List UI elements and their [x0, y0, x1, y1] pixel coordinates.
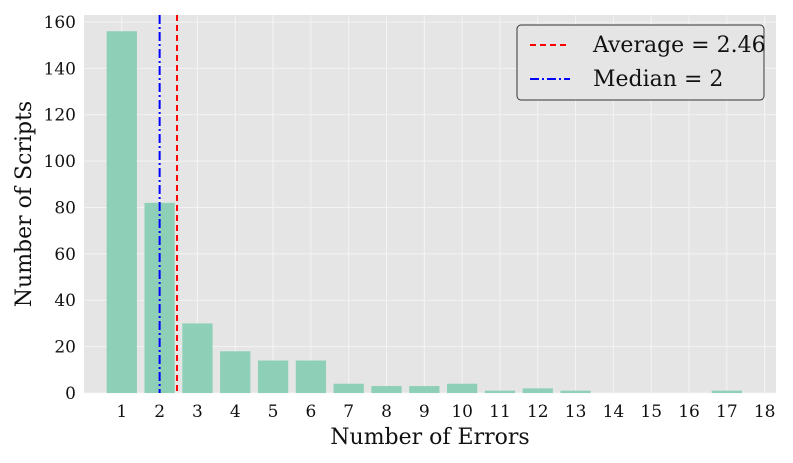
bar: [295, 360, 327, 393]
bar: [182, 323, 213, 393]
x-tick-label: 17: [716, 402, 738, 422]
x-tick-label: 6: [305, 402, 316, 422]
y-tick-label: 40: [54, 291, 76, 311]
y-tick-labels: 0 20 40 60 80 100 120 140 160: [44, 13, 76, 404]
bar: [560, 390, 591, 393]
x-tick-label: 9: [419, 402, 430, 422]
x-axis-label: Number of Errors: [330, 425, 529, 450]
y-tick-label: 20: [54, 338, 76, 358]
x-tick-label: 4: [230, 402, 241, 422]
x-tick-label: 8: [381, 402, 392, 422]
legend: Average = 2.46 Median = 2: [516, 24, 766, 101]
y-tick-label: 100: [44, 152, 76, 172]
bar: [333, 383, 364, 393]
bar: [106, 31, 137, 394]
y-tick-label: 120: [44, 106, 76, 126]
bar: [257, 360, 289, 393]
x-tick-label: 11: [489, 402, 511, 422]
y-tick-label: 160: [44, 13, 76, 33]
reference-lines: [158, 15, 179, 393]
x-tick-label: 18: [754, 402, 776, 422]
legend-average-label: Average = 2.46: [592, 33, 766, 58]
x-tick-label: 15: [640, 402, 662, 422]
bar: [371, 386, 402, 393]
x-tick-label: 13: [565, 402, 587, 422]
x-tick-label: 10: [451, 402, 473, 422]
x-tick-label: 12: [527, 402, 549, 422]
legend-median-label: Median = 2: [593, 67, 723, 92]
legend-box: [516, 24, 765, 101]
x-tick-label: 3: [192, 402, 203, 422]
y-tick-label: 60: [54, 245, 76, 265]
bars: [106, 31, 742, 394]
bar: [409, 386, 440, 393]
bar: [484, 390, 516, 393]
x-tick-label: 5: [268, 402, 279, 422]
bar: [522, 388, 553, 393]
y-tick-label: 140: [44, 59, 76, 79]
x-tick-label: 1: [116, 402, 127, 422]
x-tick-label: 14: [603, 402, 625, 422]
x-tick-label: 2: [154, 402, 165, 422]
bar: [447, 383, 478, 393]
x-tick-label: 7: [343, 402, 354, 422]
bar: [220, 351, 251, 393]
y-axis-label: Number of Scripts: [12, 101, 37, 307]
y-tick-label: 0: [65, 384, 76, 404]
x-tick-labels: 1 2 3 4 5 6 7 8 9 10 11 12 13 14 15 16 17 18: [116, 402, 775, 422]
y-tick-label: 80: [54, 198, 76, 218]
x-tick-label: 16: [678, 402, 700, 422]
bar: [711, 390, 742, 393]
